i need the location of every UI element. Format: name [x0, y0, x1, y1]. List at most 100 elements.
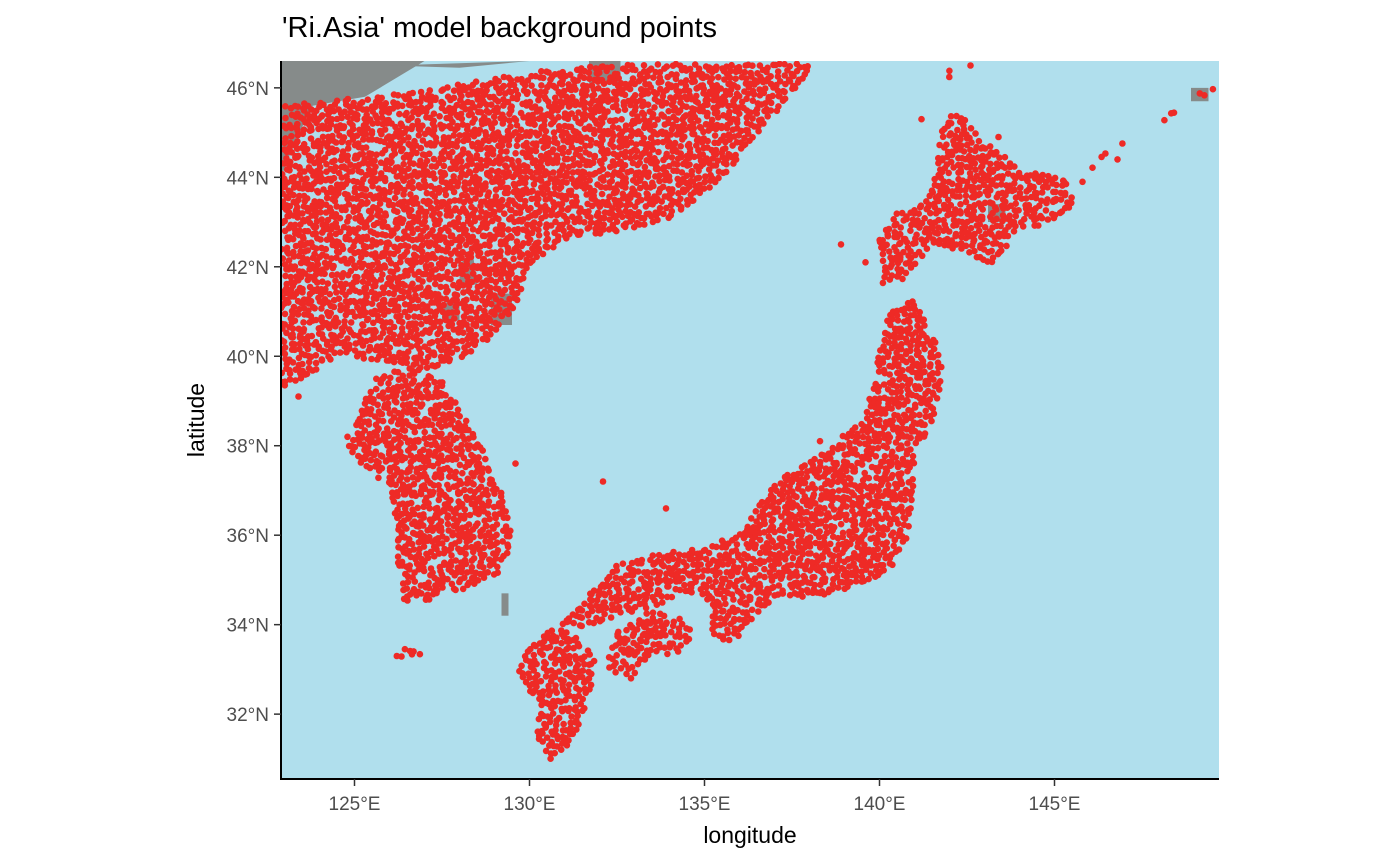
background-point	[303, 145, 311, 153]
background-point	[811, 455, 818, 463]
background-point	[396, 110, 403, 118]
background-point	[460, 221, 467, 229]
background-point	[401, 427, 409, 434]
background-point	[781, 88, 788, 96]
background-point	[447, 431, 455, 439]
background-point	[311, 250, 318, 258]
background-point	[440, 123, 448, 130]
background-point	[645, 81, 653, 88]
background-point	[632, 66, 639, 74]
background-point	[640, 62, 648, 69]
background-point	[446, 467, 454, 475]
background-point	[788, 561, 795, 569]
background-point	[499, 111, 506, 119]
background-point	[381, 373, 388, 380]
background-point	[769, 516, 777, 523]
background-point	[398, 122, 406, 130]
background-point	[578, 614, 586, 621]
background-points-layer	[281, 61, 1217, 762]
background-point	[715, 599, 722, 607]
background-point	[726, 151, 733, 159]
background-point	[405, 134, 412, 141]
background-point	[494, 129, 502, 136]
background-point	[756, 596, 763, 603]
background-point	[658, 78, 665, 85]
background-point	[364, 199, 371, 206]
background-point	[736, 110, 743, 117]
background-point	[316, 298, 324, 305]
background-point	[472, 320, 480, 327]
background-point	[769, 523, 777, 531]
background-point	[344, 152, 352, 160]
background-point	[649, 179, 656, 187]
background-point	[590, 126, 598, 134]
background-point	[458, 158, 465, 165]
background-point	[441, 169, 448, 177]
background-point	[368, 150, 376, 158]
background-point	[432, 94, 439, 102]
background-point	[550, 82, 557, 90]
background-point	[481, 198, 488, 205]
background-point	[286, 144, 293, 152]
background-point	[393, 399, 400, 406]
background-point	[430, 117, 438, 125]
background-point	[340, 163, 348, 170]
background-point	[453, 308, 461, 316]
background-point	[386, 344, 394, 352]
background-point	[291, 263, 299, 270]
background-point	[331, 283, 339, 291]
background-point	[374, 312, 382, 320]
background-point	[418, 401, 426, 408]
background-point	[379, 417, 387, 425]
background-point	[480, 99, 488, 106]
background-point	[415, 588, 422, 596]
background-point	[466, 152, 474, 160]
background-point	[673, 116, 680, 124]
background-point	[527, 204, 534, 212]
background-point	[458, 164, 466, 171]
background-point	[402, 418, 410, 425]
background-point	[282, 272, 289, 280]
background-point	[440, 301, 447, 309]
background-point	[317, 148, 324, 155]
background-point	[322, 285, 329, 293]
background-point	[394, 553, 402, 560]
background-point	[798, 528, 806, 536]
background-point	[418, 104, 425, 111]
background-point	[722, 145, 729, 152]
background-point	[544, 135, 552, 142]
background-point	[570, 619, 577, 627]
background-point	[479, 447, 487, 454]
background-point	[403, 354, 411, 362]
background-point	[793, 549, 800, 556]
background-point	[416, 650, 424, 658]
background-point	[781, 95, 789, 102]
background-point	[677, 195, 684, 203]
background-point	[432, 134, 440, 142]
background-point	[378, 94, 386, 102]
background-point	[299, 233, 307, 241]
background-point	[330, 262, 337, 270]
background-point	[326, 204, 334, 212]
background-point	[332, 219, 340, 227]
background-point	[572, 193, 580, 201]
background-point	[409, 178, 416, 185]
background-point	[695, 65, 703, 72]
background-point	[453, 434, 460, 442]
background-point	[410, 377, 418, 384]
background-point	[341, 108, 349, 115]
background-point	[433, 504, 441, 512]
background-point	[281, 255, 287, 262]
background-point	[324, 216, 332, 224]
background-point	[510, 255, 517, 263]
background-point	[677, 143, 684, 150]
background-point	[680, 120, 688, 128]
background-point	[437, 283, 445, 291]
background-point	[344, 95, 352, 103]
background-point	[444, 93, 452, 100]
background-point	[407, 151, 415, 158]
background-point	[767, 107, 775, 114]
background-point	[483, 486, 490, 494]
background-point	[321, 154, 329, 162]
background-point	[368, 267, 376, 275]
